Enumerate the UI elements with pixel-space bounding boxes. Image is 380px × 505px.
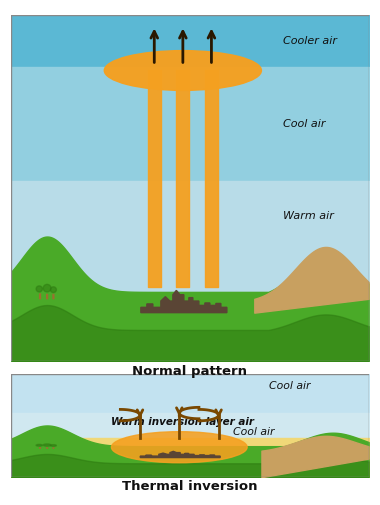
Circle shape xyxy=(49,444,58,446)
Ellipse shape xyxy=(104,50,261,90)
Text: Thermal inversion: Thermal inversion xyxy=(122,480,258,493)
Polygon shape xyxy=(53,291,54,299)
Polygon shape xyxy=(47,446,48,448)
Polygon shape xyxy=(40,446,41,448)
Circle shape xyxy=(49,285,58,293)
Polygon shape xyxy=(141,290,227,313)
Text: Warm inversion layer air: Warm inversion layer air xyxy=(111,417,255,427)
Text: Warm air: Warm air xyxy=(283,211,334,221)
Text: Cool air: Cool air xyxy=(283,119,325,129)
Polygon shape xyxy=(53,446,54,448)
Circle shape xyxy=(51,287,56,292)
Text: Cool air: Cool air xyxy=(233,427,274,437)
Circle shape xyxy=(35,284,44,293)
Text: Cool air: Cool air xyxy=(269,381,310,391)
Circle shape xyxy=(43,444,51,446)
Circle shape xyxy=(43,284,51,292)
Polygon shape xyxy=(140,451,220,458)
Ellipse shape xyxy=(111,432,247,463)
Circle shape xyxy=(41,443,53,446)
Text: Normal pattern: Normal pattern xyxy=(133,365,247,378)
Polygon shape xyxy=(40,291,41,299)
Text: Cooler air: Cooler air xyxy=(283,36,337,46)
Circle shape xyxy=(40,443,50,446)
Circle shape xyxy=(36,286,43,292)
Circle shape xyxy=(36,444,43,446)
Circle shape xyxy=(41,282,53,293)
Circle shape xyxy=(35,444,44,446)
Circle shape xyxy=(40,281,50,291)
Polygon shape xyxy=(47,291,48,299)
Circle shape xyxy=(51,444,56,446)
